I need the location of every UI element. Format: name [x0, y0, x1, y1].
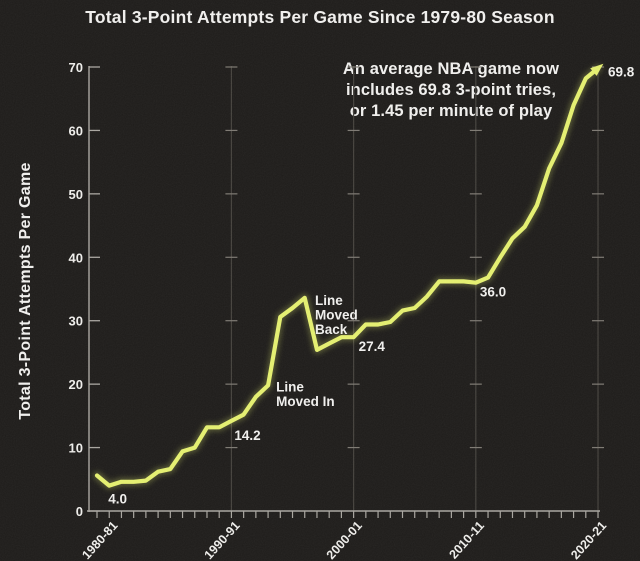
label-line-moved-in: Line: [276, 379, 304, 394]
x-tick-label-1980-81: 1980-81: [79, 519, 120, 561]
data-line-glow: [93, 64, 602, 490]
x-tick-label-2000-01: 2000-01: [324, 519, 365, 561]
series-layer: [93, 63, 604, 490]
grid-layer: [225, 66, 605, 511]
y-tick-label: 30: [69, 314, 83, 329]
label-27-4: 27.4: [359, 339, 386, 354]
y-tick-label: 40: [69, 250, 83, 265]
y-tick-label: 70: [69, 60, 83, 75]
y-tick-label: 0: [76, 504, 83, 519]
label-line-moved-in: Moved In: [276, 394, 335, 409]
label-69-8: 69.8: [608, 64, 635, 79]
label-14-2: 14.2: [234, 428, 260, 443]
x-tick-label-1990-91: 1990-91: [202, 519, 243, 561]
label-line-moved-back: Moved: [315, 307, 358, 322]
y-tick-label: 50: [69, 187, 83, 202]
y-tick-label: 20: [69, 377, 83, 392]
y-tick-label: 60: [69, 123, 83, 138]
label-line-moved-back: Line: [315, 293, 343, 308]
y-tick-label: 10: [69, 441, 83, 456]
data-line: [94, 66, 601, 488]
x-tick-label-2010-11: 2010-11: [446, 519, 487, 561]
label-4-0: 4.0: [108, 492, 127, 507]
label-36-0: 36.0: [480, 285, 506, 300]
x-tick-label-2020-21: 2020-21: [568, 519, 609, 561]
label-line-moved-back: Back: [315, 322, 348, 337]
